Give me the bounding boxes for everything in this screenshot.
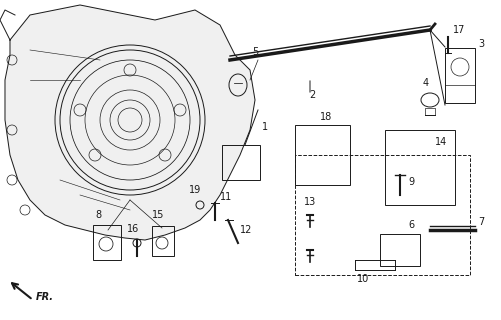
Bar xyxy=(379,234,419,266)
Text: 17: 17 xyxy=(452,25,464,35)
Text: 4: 4 xyxy=(422,78,428,88)
Bar xyxy=(152,226,174,256)
Text: 18: 18 xyxy=(319,112,332,122)
Bar xyxy=(444,48,474,103)
Bar xyxy=(93,225,121,260)
Text: FR.: FR. xyxy=(36,292,54,302)
Text: 1: 1 xyxy=(262,122,268,132)
Text: 3: 3 xyxy=(477,39,483,49)
Bar xyxy=(384,130,454,205)
Text: 13: 13 xyxy=(303,197,316,207)
Text: 19: 19 xyxy=(188,185,201,195)
Text: 10: 10 xyxy=(356,274,368,284)
Text: 8: 8 xyxy=(95,210,101,220)
Text: 11: 11 xyxy=(219,192,232,202)
Polygon shape xyxy=(5,5,255,240)
Text: 9: 9 xyxy=(407,177,413,187)
Text: 7: 7 xyxy=(477,217,483,227)
Bar xyxy=(221,145,260,180)
Text: 14: 14 xyxy=(434,137,446,147)
Text: 5: 5 xyxy=(252,47,258,57)
Bar xyxy=(295,155,469,275)
Text: 2: 2 xyxy=(308,90,315,100)
Text: 12: 12 xyxy=(239,225,252,235)
Bar xyxy=(295,125,349,185)
Text: 15: 15 xyxy=(151,210,164,220)
Text: 6: 6 xyxy=(407,220,413,230)
Text: 16: 16 xyxy=(127,224,139,234)
